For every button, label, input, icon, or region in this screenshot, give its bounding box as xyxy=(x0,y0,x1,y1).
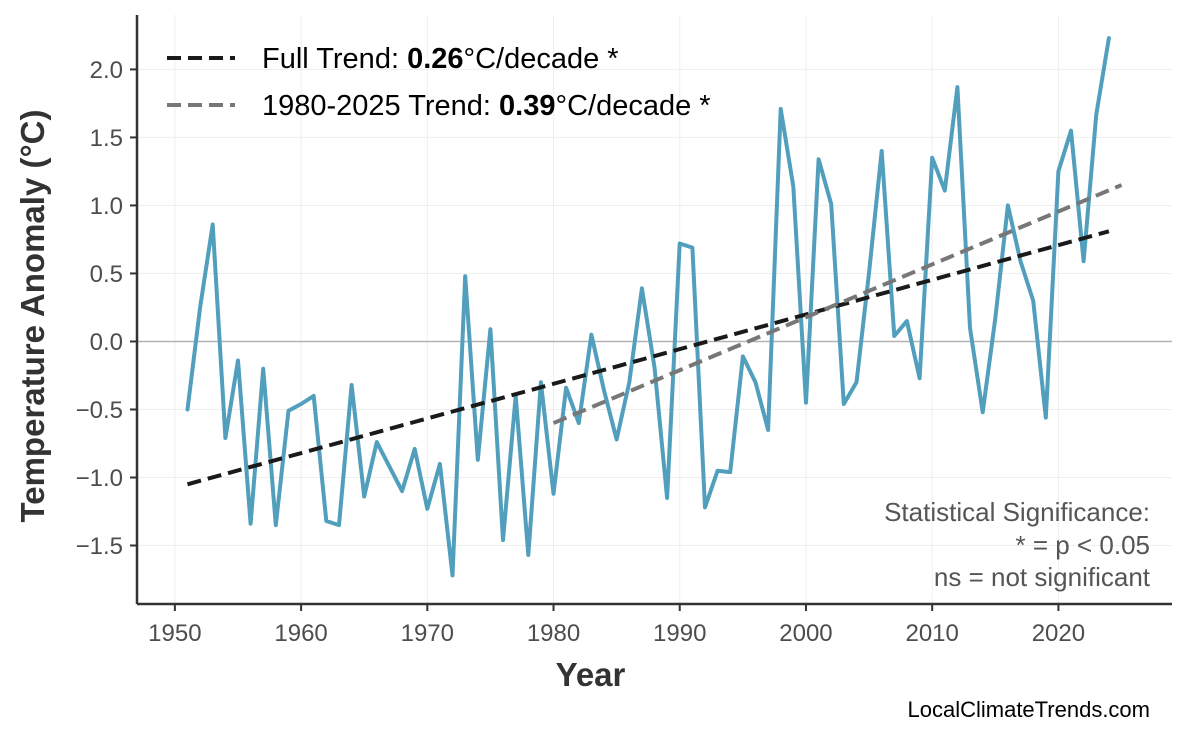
series-line xyxy=(185,36,1111,578)
y-ticks: −1.5 −1.0 −0.5 0.0 0.5 1.0 1.5 2.0 xyxy=(76,57,137,560)
y-tick-label: 1.0 xyxy=(90,193,123,220)
x-tick-label: 1970 xyxy=(401,620,454,647)
legend: Full Trend: 0.26°C/decade *1980-2025 Tre… xyxy=(167,43,711,122)
y-tick-label: 0.5 xyxy=(90,261,123,288)
legend-label-suffix: °C/decade * xyxy=(464,43,619,75)
trend-line xyxy=(186,229,1110,487)
y-tick-label: −1.0 xyxy=(76,465,123,492)
significance-note-line: ns = not significant xyxy=(934,562,1151,592)
x-tick-label: 1960 xyxy=(274,620,327,647)
trend-line xyxy=(552,183,1123,425)
y-tick-label: 1.5 xyxy=(90,125,123,152)
y-tick-label: −1.5 xyxy=(76,533,123,560)
axes xyxy=(135,15,1172,606)
significance-note-line: * = p < 0.05 xyxy=(1016,530,1150,560)
x-ticks: 1950 1960 1970 1980 1990 2000 2010 2020 xyxy=(148,604,1085,647)
trend-lines xyxy=(186,183,1123,487)
source-credit: LocalClimateTrends.com xyxy=(908,697,1151,722)
y-axis-title: Temperature Anomaly (°C) xyxy=(14,110,51,523)
significance-note: Statistical Significance: * = p < 0.05 n… xyxy=(884,497,1151,592)
legend-label-prefix: 1980-2025 Trend: xyxy=(262,90,499,122)
significance-note-line: Statistical Significance: xyxy=(884,497,1150,527)
legend-trend-value: 0.39 xyxy=(499,90,555,122)
x-tick-label: 1950 xyxy=(148,620,201,647)
legend-entry: 1980-2025 Trend: 0.39°C/decade * xyxy=(262,90,711,122)
x-tick-label: 2010 xyxy=(905,620,958,647)
legend-trend-value: 0.26 xyxy=(407,43,463,75)
y-tick-label: −0.5 xyxy=(76,397,123,424)
legend-entry: Full Trend: 0.26°C/decade * xyxy=(262,43,619,75)
x-tick-label: 1980 xyxy=(527,620,580,647)
y-tick-label: 0.0 xyxy=(90,329,123,356)
data-series xyxy=(185,36,1111,578)
x-tick-label: 2020 xyxy=(1032,620,1085,647)
legend-label-prefix: Full Trend: xyxy=(262,43,407,75)
x-tick-label: 1990 xyxy=(653,620,706,647)
x-tick-label: 2000 xyxy=(779,620,832,647)
x-axis-title: Year xyxy=(556,656,626,693)
y-tick-label: 2.0 xyxy=(90,57,123,84)
legend-label-suffix: °C/decade * xyxy=(555,90,710,122)
